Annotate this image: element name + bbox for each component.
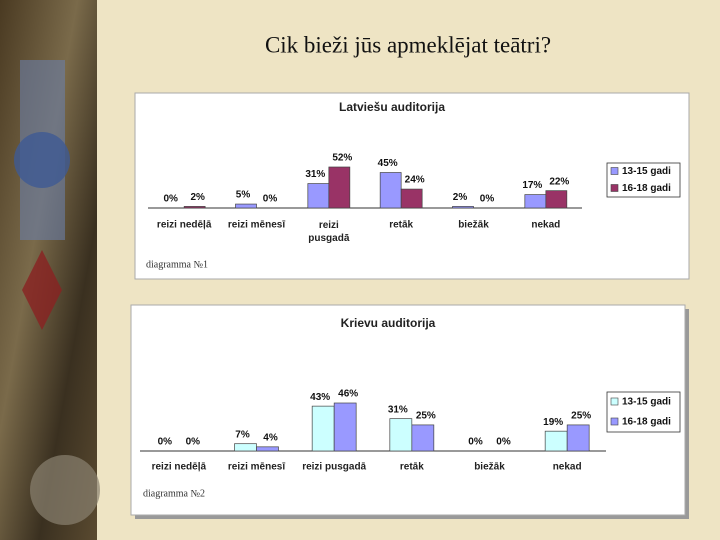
legend-label: 16-18 gadi <box>622 417 671 428</box>
x-tick-label: reizi mēnesī <box>228 462 285 473</box>
bar <box>234 443 257 452</box>
value-label: 0% <box>480 194 495 205</box>
value-label: 19% <box>543 417 563 428</box>
bar <box>379 172 402 209</box>
x-tick-label: reizi mēnesī <box>228 220 285 231</box>
x-tick-label: reizi nedēļā <box>157 220 212 231</box>
value-label: 45% <box>378 158 398 169</box>
legend-label: 13-15 gadi <box>622 166 671 177</box>
chart-frame <box>130 304 686 516</box>
value-label: 17% <box>522 180 542 191</box>
value-label: 5% <box>236 190 251 201</box>
slide-title: Cik bieži jūs apmeklējat teātri? <box>265 32 551 57</box>
cross <box>22 250 62 330</box>
value-label: 31% <box>305 169 325 180</box>
value-label: 0% <box>263 194 278 205</box>
bar <box>400 188 423 209</box>
bar <box>235 203 257 209</box>
bar <box>452 206 474 209</box>
value-label: 43% <box>310 392 330 403</box>
bar <box>545 190 568 209</box>
bar <box>524 194 547 209</box>
x-tick-label: reizi nedēļā <box>152 462 207 473</box>
value-label: 2% <box>453 192 468 203</box>
value-label: 0% <box>496 437 511 448</box>
value-label: 4% <box>263 432 278 443</box>
legend-swatch <box>610 167 619 175</box>
legend-box <box>606 162 681 198</box>
value-label: 7% <box>235 429 250 440</box>
value-label: 31% <box>388 404 408 415</box>
chart-title: Krievu auditorija <box>341 316 436 330</box>
legend-box <box>606 391 681 433</box>
legend-swatch <box>610 397 619 406</box>
value-label: 25% <box>416 411 436 422</box>
bar <box>183 206 206 209</box>
value-label: 22% <box>549 176 569 187</box>
x-tick-label: biežāk <box>474 462 505 473</box>
bar <box>333 402 357 452</box>
chart-note: diagramma №2 <box>143 488 205 499</box>
bar <box>307 183 330 209</box>
legend-label: 16-18 gadi <box>622 183 671 194</box>
value-label: 25% <box>571 411 591 422</box>
x-tick-label: reizi pusgadā <box>302 462 366 473</box>
x-tick-label: nekad <box>531 220 560 231</box>
bar <box>389 418 413 452</box>
compass <box>30 455 100 525</box>
chart-note: diagramma №1 <box>146 259 208 270</box>
x-tick-label: retāk <box>389 220 413 231</box>
value-label: 24% <box>405 175 425 186</box>
bar <box>311 405 335 452</box>
bar <box>328 166 351 209</box>
x-tick-label-line: pusgadā <box>308 233 350 244</box>
medal <box>14 132 70 188</box>
chart-title: Latviešu auditorija <box>339 100 445 114</box>
x-tick-label: nekad <box>553 462 582 473</box>
value-label: 0% <box>158 437 173 448</box>
value-label: 0% <box>468 437 483 448</box>
legend-label: 13-15 gadi <box>622 397 671 408</box>
chart-frame <box>134 92 690 280</box>
x-tick-label-line: reizi <box>319 220 339 231</box>
value-label: 0% <box>163 194 178 205</box>
value-label: 2% <box>190 192 205 203</box>
x-tick-label: retāk <box>400 462 424 473</box>
bar <box>256 446 279 452</box>
value-label: 46% <box>338 389 358 400</box>
bar <box>411 424 435 452</box>
bar <box>566 424 590 452</box>
bar <box>544 430 568 452</box>
value-label: 52% <box>332 153 352 164</box>
x-tick-label: biežāk <box>458 220 489 231</box>
legend-swatch <box>610 417 619 426</box>
x-tick-label: reizi pusgadā <box>308 220 350 244</box>
value-label: 0% <box>186 437 201 448</box>
legend-swatch <box>610 184 619 192</box>
